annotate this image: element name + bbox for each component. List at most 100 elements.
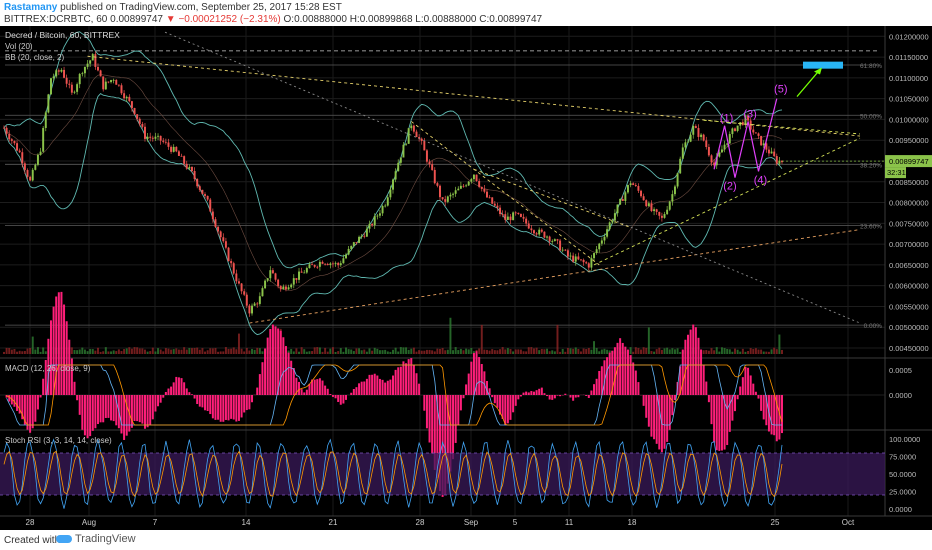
- x-tick-label: 11: [565, 518, 574, 527]
- volume-bar: [39, 351, 42, 354]
- volume-bar: [514, 349, 517, 354]
- candle-body: [123, 93, 126, 99]
- macd-histogram-bar: [110, 395, 113, 421]
- macd-histogram-bar: [402, 361, 405, 395]
- volume-bar: [44, 351, 47, 354]
- candle-body: [258, 296, 261, 304]
- macd-histogram-bar: [517, 395, 520, 400]
- volume-bar: [512, 351, 515, 354]
- y-tick-label: 0.00850000: [889, 178, 929, 187]
- volume-bar: [342, 351, 345, 354]
- candle-body: [271, 270, 274, 274]
- candle-body: [590, 258, 593, 268]
- volume-bar: [347, 349, 350, 354]
- candle-body: [154, 136, 157, 139]
- macd-histogram-bar: [488, 388, 491, 395]
- volume-bar: [245, 347, 248, 354]
- candle-body: [493, 203, 496, 206]
- chart-canvas[interactable]: 61.80%50.00%38.20%23.60%0.00% (1)(2)(3)(…: [0, 26, 932, 530]
- macd-histogram-bar: [556, 395, 559, 396]
- candle-body: [251, 305, 253, 314]
- volume-bar: [739, 351, 742, 354]
- candle-body: [514, 212, 517, 214]
- elliott-wave: (1) (2) (3) (4) (5): [713, 61, 843, 193]
- volume-bar: [551, 350, 554, 354]
- macd-histogram-bar: [647, 395, 650, 427]
- macd-histogram-bar: [572, 395, 575, 401]
- volume-bar: [707, 350, 710, 354]
- last-price: 0.00899747: [110, 14, 163, 25]
- volume-bar: [412, 347, 415, 354]
- candle-body: [767, 149, 770, 154]
- macd-histogram-bar: [261, 362, 264, 395]
- macd-histogram-bar: [133, 395, 136, 421]
- price-pane[interactable]: [0, 26, 885, 358]
- macd-histogram-bar: [329, 393, 332, 395]
- macd-histogram-bar: [232, 395, 235, 420]
- candle-body: [645, 200, 648, 207]
- volume-bar: [569, 348, 572, 354]
- macd-histogram-bar: [99, 395, 102, 423]
- candle-body: [632, 183, 635, 185]
- macd-histogram-bar: [52, 306, 55, 395]
- volume-bar: [235, 349, 238, 354]
- macd-histogram-bar: [31, 395, 34, 429]
- candle-body: [350, 245, 353, 249]
- macd-histogram-bar: [217, 395, 220, 420]
- macd-histogram-bar: [10, 395, 13, 405]
- candle-body: [227, 247, 230, 262]
- macd-histogram-bar: [405, 363, 408, 395]
- volume-bar: [180, 349, 183, 354]
- volume-bar: [715, 347, 718, 354]
- macd-histogram-bar: [94, 395, 97, 429]
- macd-histogram-bar: [423, 395, 426, 411]
- macd-histogram-bar: [762, 395, 765, 420]
- candle-body: [334, 262, 337, 264]
- tradingview-logo[interactable]: TradingView: [56, 533, 136, 545]
- candle-body: [593, 253, 596, 259]
- author-link[interactable]: Rastamany: [4, 2, 58, 13]
- candle-body: [277, 279, 280, 287]
- legend-bollinger: BB (20, close, 2): [5, 53, 64, 62]
- x-tick-label: 5: [513, 518, 518, 527]
- candle-body: [52, 76, 55, 79]
- candle-body: [673, 186, 676, 195]
- candle-body: [405, 143, 408, 145]
- candle-body: [13, 140, 16, 144]
- volume-bar: [29, 347, 32, 354]
- volume-bar: [198, 349, 201, 354]
- macd-histogram-bar: [360, 381, 363, 395]
- volume-bar: [91, 349, 94, 354]
- candle-body: [582, 259, 585, 263]
- y-tick-label: 0.00550000: [889, 302, 929, 311]
- candle-body: [337, 262, 340, 266]
- candle-body: [697, 128, 700, 137]
- symbol-label: BITTREX:DCRBTC, 60: [4, 14, 108, 25]
- volume-bar: [130, 348, 133, 354]
- candle-body: [162, 140, 165, 142]
- macd-histogram-bar: [514, 395, 517, 406]
- volume-bar: [355, 348, 358, 354]
- macd-histogram-bar: [125, 395, 128, 436]
- macd-histogram-bar: [611, 350, 614, 395]
- macd-histogram-bar: [298, 381, 301, 395]
- y-tick-label: 0.00650000: [889, 261, 929, 270]
- x-tick-label: 18: [628, 518, 637, 527]
- publication-line: Rastamany published on TradingView.com, …: [4, 2, 342, 13]
- volume-bar: [146, 351, 149, 354]
- candle-body: [381, 206, 384, 214]
- volume-bar: [149, 351, 152, 354]
- candle-body: [647, 203, 650, 207]
- volume-bar: [744, 351, 747, 354]
- volume-bar: [666, 347, 669, 354]
- candle-body: [694, 125, 697, 129]
- macd-histogram-bar: [765, 395, 768, 426]
- macd-histogram-bar: [70, 358, 73, 395]
- volume-bar: [436, 348, 439, 354]
- volume-bar: [420, 350, 423, 354]
- macd-histogram-bar: [673, 395, 676, 401]
- candle-body: [606, 229, 609, 237]
- macd-histogram-bar: [26, 395, 29, 430]
- macd-histogram-bar: [295, 377, 298, 395]
- volume-bar: [248, 350, 251, 354]
